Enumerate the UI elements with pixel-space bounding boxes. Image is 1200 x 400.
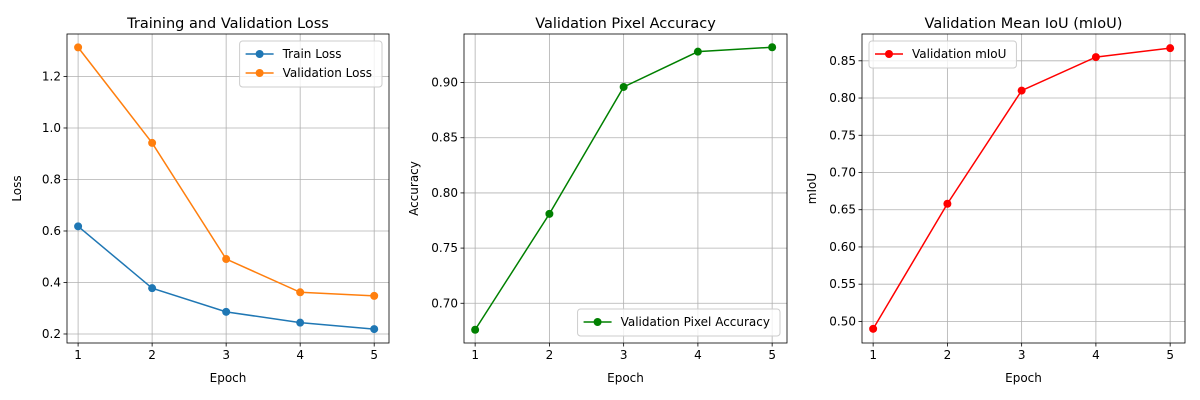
y-tick-label: 0.6 [42,224,61,238]
x-tick-label: 2 [148,348,156,362]
legend-swatch-marker [255,50,264,58]
y-tick-label: 0.80 [829,91,856,105]
y-tick-label: 0.75 [431,241,458,255]
chart-panel-3: 1 2 3 4 5 0.50 0.55 0.60 0.65 0.70 0.75 0.80 0.85 Val… [805,16,1186,385]
y-tick-label: 0.65 [829,203,856,217]
y-tick-label: 0.8 [42,172,61,186]
chart-title: Training and Validation Loss [126,16,329,32]
legend: Validation mIoU [868,40,1017,69]
y-tick-label: 0.85 [431,131,458,145]
data-point [370,291,379,300]
chart-panel-2: 1 2 3 4 5 0.70 0.75 0.80 0.85 0.90 Validation Pixe… [407,16,788,385]
x-tick-label: 2 [944,348,952,362]
legend-label: Validation Pixel Accuracy [621,315,770,329]
data-point [1091,53,1100,62]
x-tick-label: 1 [74,348,82,362]
legend-swatch-marker [255,69,264,77]
y-tick-label: 0.55 [829,277,856,291]
data-point [370,325,379,334]
legend-box [239,40,383,88]
data-point [471,325,480,334]
data-point [545,209,554,218]
x-tick-label: 5 [370,348,378,362]
data-point [74,222,83,231]
y-tick-label: 0.85 [829,54,856,68]
data-point [693,47,702,56]
y-tick-label: 0.75 [829,128,856,142]
y-tick-label: 0.70 [829,165,856,179]
x-tick-label: 4 [694,348,702,362]
x-tick-label: 1 [869,348,877,362]
data-point [768,43,777,52]
data-point [296,288,305,297]
data-point [619,82,628,91]
x-tick-label: 2 [546,348,554,362]
data-point [222,255,231,264]
x-tick-label: 5 [1166,348,1174,362]
x-tick-label: 4 [296,348,304,362]
y-tick-label: 0.80 [431,186,458,200]
data-point [943,199,952,208]
axes-frame [66,33,390,344]
x-tick-label: 5 [768,348,776,362]
y-tick-label: 0.70 [431,296,458,310]
legend-swatch-marker [885,50,893,58]
y-tick-label: 1.0 [42,121,61,135]
data-point [296,318,305,327]
legend-label: Train Loss [282,47,342,61]
data-point [869,324,878,333]
x-tick-label: 3 [620,348,628,362]
data-point [148,284,157,293]
y-tick-label: 0.2 [42,327,61,341]
data-point [222,307,231,316]
legend-swatch-marker [593,318,602,326]
x-axis-label: Epoch [1005,371,1042,385]
x-tick-label: 1 [471,348,479,362]
y-axis-label: Loss [10,175,24,201]
legend-label: Validation mIoU [912,47,1006,61]
x-axis-label: Epoch [607,371,644,385]
chart-title: Validation Pixel Accuracy [535,16,716,32]
data-point [1166,44,1175,53]
legend-box [577,308,781,337]
x-tick-label: 4 [1092,348,1100,362]
chart-panel-1: 1 2 3 4 5 0.2 0.4 0.6 0.8 1.0 1.2 Training and Vali… [10,16,390,385]
axes-frame [463,33,788,344]
axes-frame [861,33,1186,344]
y-axis-label: Accuracy [407,161,421,216]
x-axis-label: Epoch [210,371,247,385]
legend-label: Validation Loss [283,66,372,80]
data-point [1017,86,1026,95]
y-tick-label: 0.60 [829,240,856,254]
x-tick-label: 3 [1018,348,1026,362]
y-tick-label: 0.90 [431,76,458,90]
data-point [148,138,157,147]
legend: Train Loss Validation Loss [239,40,383,88]
y-tick-label: 0.4 [42,275,61,289]
legend-box [868,40,1017,69]
y-axis-label: mIoU [805,173,819,204]
data-point [74,43,83,52]
legend: Validation Pixel Accuracy [577,308,781,337]
x-tick-label: 3 [222,348,230,362]
y-tick-label: 0.50 [829,314,856,328]
chart-title: Validation Mean IoU (mIoU) [925,16,1123,32]
y-tick-label: 1.2 [42,69,61,83]
